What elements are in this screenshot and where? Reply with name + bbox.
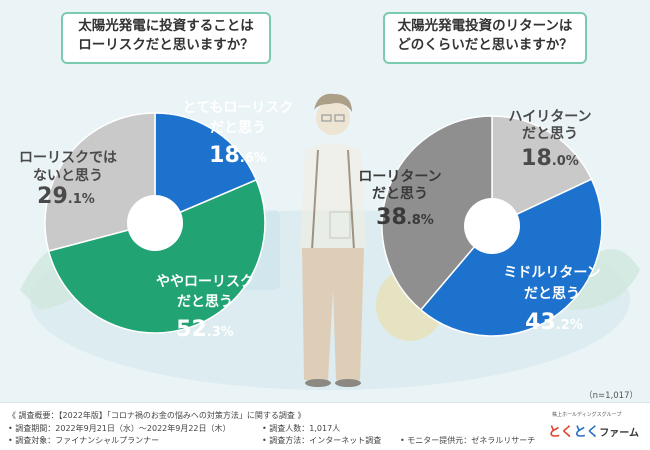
- person-illustration: [300, 93, 366, 387]
- slice-value-0-2: 29.1%: [37, 184, 95, 209]
- slice-label-1-2-line-1: だと思う: [372, 186, 428, 202]
- survey-period: • 調査期間：2022年9月21日（水）～2022年9月22日（木）: [8, 424, 231, 433]
- donut-charts: とてもローリスクだと思う18.6%ややローリスクだと思う52.3%ローリスクでは…: [19, 100, 603, 342]
- pie-slice-0-1: [47, 178, 266, 334]
- pie-slice-0-0: [154, 112, 258, 225]
- company-logo: 株上ホールディングスグループ とくとくファーム: [548, 411, 644, 447]
- slice-label-1-1-line-1: だと思う: [524, 286, 580, 302]
- sample-size-note: （n=1,017）: [584, 391, 638, 401]
- slice-label-0-1-line-1: だと思う: [177, 294, 233, 310]
- slice-value-1-2: 38.8%: [376, 205, 434, 230]
- slice-label-1-0-line-1: だと思う: [522, 126, 578, 142]
- survey-footer: 《 調査概要：【2022年版】「コロナ禍のお金の悩みへの対策方法」に関する調査 …: [0, 402, 650, 450]
- pie-slice-1-0: [491, 115, 593, 228]
- survey-monitor: • モニター提供元：ゼネラルリサーチ: [400, 436, 536, 445]
- survey-method: • 調査方法：インターネット調査: [262, 436, 382, 445]
- slice-value-1-0: 18.0%: [521, 146, 579, 171]
- chart-return-donut: ハイリターンだと思う18.0%ミドルリターンだと思う43.2%ローリターンだと思…: [358, 109, 603, 337]
- logo-wordmark: とくとくファーム: [548, 421, 644, 440]
- logo-part-2: とく: [573, 425, 600, 440]
- slice-value-0-0: 18.6%: [209, 143, 267, 168]
- question-2-box: 太陽光発電投資のリターンは どのくらいだと思いますか？: [383, 12, 587, 64]
- slice-label-0-1-line-0: ややローリスク: [156, 274, 254, 290]
- survey-title: 《 調査概要：【2022年版】「コロナ禍のお金の悩みへの対策方法」に関する調査 …: [8, 411, 306, 420]
- logo-part-1: とく: [548, 425, 574, 440]
- slice-label-1-0-line-0: ハイリターン: [508, 109, 591, 125]
- survey-target: • 調査対象：ファイナンシャルプランナー: [8, 436, 160, 445]
- donut-hole: [127, 195, 183, 251]
- slice-value-1-1: 43.2%: [525, 310, 583, 335]
- slice-label-0-0-line-1: だと思う: [210, 120, 266, 136]
- slice-label-0-0-line-0: とてもローリスク: [183, 100, 294, 116]
- pie-slice-1-2: [381, 115, 493, 311]
- logo-part-3: ファーム: [599, 428, 639, 439]
- survey-count: • 調査人数：1,017人: [262, 424, 341, 433]
- slice-value-0-1: 52.3%: [176, 317, 234, 342]
- slice-label-1-2-line-0: ローリターン: [358, 169, 441, 185]
- pie-slice-1-1: [419, 178, 603, 337]
- chart-risk-donut: とてもローリスクだと思う18.6%ややローリスクだと思う52.3%ローリスクでは…: [19, 100, 293, 342]
- donut-hole: [464, 198, 520, 254]
- slice-label-0-2-line-0: ローリスクでは: [19, 150, 117, 166]
- question-1-box: 太陽光発電に投資することは ローリスクだと思いますか？: [61, 12, 271, 64]
- slice-label-1-1-line-0: ミドルリターン: [503, 265, 600, 281]
- pie-slice-0-2: [44, 112, 156, 252]
- slice-label-0-2-line-1: ないと思う: [33, 168, 103, 184]
- logo-subtitle: 株上ホールディングスグループ: [552, 412, 622, 418]
